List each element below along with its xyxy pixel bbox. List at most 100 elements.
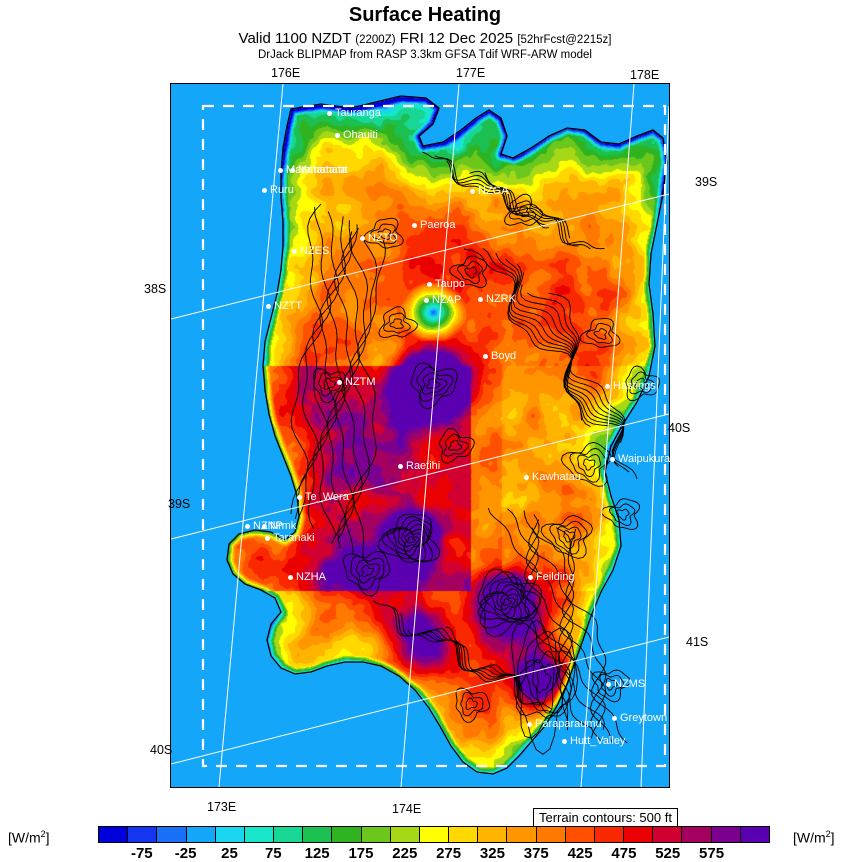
colorbar-tick: 225 xyxy=(392,845,418,862)
station-dot-icon xyxy=(427,281,432,287)
colorbar-tick: 125 xyxy=(304,845,330,862)
latitude-label-left: 38S xyxy=(144,282,167,296)
valid-date: FRI 12 Dec 2025 xyxy=(399,30,514,47)
place-label: Hutt_Valley xyxy=(570,735,626,747)
surface-heating-heatmap xyxy=(171,84,669,787)
place-marker: NZRK xyxy=(478,294,516,305)
station-dot-icon xyxy=(524,474,529,480)
place-label: Feilding xyxy=(536,571,575,583)
place-marker: NZGA xyxy=(470,186,509,197)
header: Surface Heating Valid 1100 NZDT (2200Z) … xyxy=(0,0,850,61)
place-marker: Tauranga xyxy=(327,108,381,119)
place-label: Taranaki xyxy=(273,532,315,544)
longitude-label-bottom: 174E xyxy=(392,802,422,816)
station-dot-icon xyxy=(483,353,488,359)
place-label: NZES xyxy=(300,245,330,257)
place-label: Ruru xyxy=(270,184,294,196)
place-label: Paraparaumu xyxy=(535,718,602,730)
colorbar-swatch xyxy=(624,827,654,842)
place-marker: Taupo xyxy=(427,279,465,290)
colorbar-swatch xyxy=(449,827,479,842)
place-marker: NZES xyxy=(292,246,329,257)
place-marker: Paeroa xyxy=(412,220,455,231)
terrain-contour-note: Terrain contours: 500 ft xyxy=(533,808,678,828)
place-label: Tauranga xyxy=(335,107,381,119)
place-label: NZTO xyxy=(368,232,398,244)
place-label: NZTM xyxy=(345,376,376,388)
station-dot-icon xyxy=(612,715,617,721)
station-dot-icon xyxy=(262,187,267,193)
station-dot-icon xyxy=(335,132,340,138)
place-marker: NZTT xyxy=(266,301,302,312)
place-marker: Raetihi xyxy=(398,461,440,472)
place-marker: Matamata xyxy=(290,165,347,176)
place-marker: Greytown xyxy=(612,713,667,724)
place-label: Paeroa xyxy=(420,219,456,231)
station-dot-icon xyxy=(290,167,295,173)
station-dot-icon xyxy=(478,296,483,302)
map-frame[interactable] xyxy=(170,83,670,788)
place-marker: Kawhatau xyxy=(524,472,581,483)
place-marker: NZNP xyxy=(245,521,283,532)
latitude-label-left: 39S xyxy=(168,497,191,511)
colorbar-swatch xyxy=(244,827,275,842)
latitude-label-right: 41S xyxy=(686,635,709,649)
station-dot-icon xyxy=(262,523,267,529)
place-label: Matamatarat xyxy=(286,164,348,176)
colorbar-tick: 525 xyxy=(655,845,681,862)
station-dot-icon xyxy=(297,494,302,500)
colorbar-swatch xyxy=(215,827,245,842)
station-dot-icon xyxy=(424,297,429,303)
colorbar-unit-right: [W/m2] xyxy=(793,829,835,846)
station-dot-icon xyxy=(610,456,615,462)
longitude-label-bottom: 173E xyxy=(207,800,237,814)
colorbar-tick: 25 xyxy=(221,845,238,862)
colorbar-swatch xyxy=(419,827,450,842)
place-marker: Waipukurau xyxy=(610,454,676,465)
place-marker: Paraparaumu xyxy=(527,719,602,730)
forecast-tag: [52hrFcst@2215z] xyxy=(517,34,612,46)
station-dot-icon xyxy=(292,248,297,254)
place-label: NZNP xyxy=(253,520,283,532)
colorbar-swatch xyxy=(186,827,216,842)
station-dot-icon xyxy=(278,167,283,173)
station-dot-icon xyxy=(470,188,475,194)
colorbar-swatch xyxy=(157,827,187,842)
colorbar-swatch xyxy=(361,827,391,842)
place-marker: NZHA xyxy=(288,572,326,583)
colorbar-tick: 275 xyxy=(436,845,462,862)
colorbar-swatch xyxy=(711,827,741,842)
place-label: Waipukurau xyxy=(618,453,677,465)
longitude-label-top: 176E xyxy=(271,66,301,80)
colorbar-swatch xyxy=(594,827,625,842)
station-dot-icon xyxy=(265,535,270,541)
place-marker: NZAP xyxy=(424,295,461,306)
colorbar-swatch xyxy=(536,827,566,842)
place-label: Te_Wera xyxy=(305,491,349,503)
place-label: NZAP xyxy=(432,294,462,306)
page-title: Surface Heating xyxy=(348,4,502,26)
colorbar-tick-labels: -75 -25 25 75 125 175 225 275 325 375 425 475 525 575 xyxy=(98,845,770,862)
place-marker: Nrmk xyxy=(262,521,296,532)
colorbar-tick: -25 xyxy=(174,845,197,862)
colorbar-tick: 75 xyxy=(264,845,282,862)
colorbar-swatch xyxy=(274,827,304,842)
place-marker: Boyd xyxy=(483,351,516,362)
place-marker: Feilding xyxy=(528,572,575,583)
valid-time: Valid 1100 NZDT xyxy=(238,30,352,47)
valid-time-line: Valid 1100 NZDT (2200Z) FRI 12 Dec 2025 … xyxy=(0,30,850,47)
station-dot-icon xyxy=(562,738,567,744)
colorbar-tick: 375 xyxy=(523,845,549,862)
place-label: Boyd xyxy=(491,350,517,362)
station-dot-icon xyxy=(605,383,610,389)
colorbar-swatch xyxy=(128,827,158,842)
station-dot-icon xyxy=(337,379,342,385)
colorbar-tick: 475 xyxy=(611,845,637,862)
place-marker: Te_Wera xyxy=(297,492,349,503)
place-label: Hastings xyxy=(613,380,656,392)
colorbar-tick: 575 xyxy=(699,845,725,862)
colorbar xyxy=(98,826,770,843)
station-dot-icon xyxy=(412,222,417,228)
colorbar-swatch xyxy=(332,827,362,842)
place-label: Nrmk xyxy=(270,520,297,532)
